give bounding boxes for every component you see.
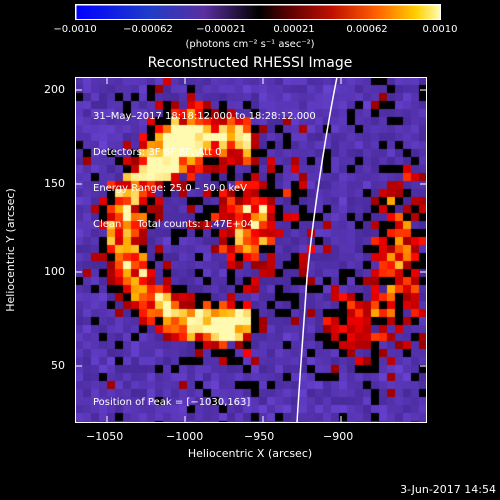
y-tick-label: 150 bbox=[44, 177, 65, 190]
image-plot: 31–May–2017 18:18:12.000 to 18:28:12.000… bbox=[75, 77, 427, 423]
y-tick-label: 50 bbox=[51, 359, 65, 372]
timestamp: 3-Jun-2017 14:54 bbox=[400, 483, 496, 496]
info-time-range: 31–May–2017 18:18:12.000 to 18:28:12.000 bbox=[93, 111, 316, 122]
colorbar-tick: −0.0010 bbox=[53, 24, 97, 35]
info-detectors: Detectors: 3F 6F 8F, Att 0 bbox=[93, 147, 222, 158]
x-axis-label: Heliocentric X (arcsec) bbox=[187, 447, 313, 460]
x-tick-label: −900 bbox=[323, 430, 354, 443]
plot-frame bbox=[75, 77, 427, 423]
y-axis-label: Heliocentric Y (arcsec) bbox=[4, 188, 17, 312]
colorbar-tick: −0.00021 bbox=[196, 24, 246, 35]
x-tick-label: −1000 bbox=[166, 430, 204, 443]
colorbar-gradient bbox=[75, 4, 441, 20]
x-tick-label: −950 bbox=[244, 430, 275, 443]
plot-title: Reconstructed RHESSI Image bbox=[147, 55, 353, 71]
colorbar-tick: −0.00062 bbox=[123, 24, 173, 35]
info-counts: Clean Total counts: 1.47E+04 bbox=[93, 219, 254, 230]
x-tick-label: −1050 bbox=[86, 430, 124, 443]
info-energy-range: Energy Range: 25.0 – 50.0 keV bbox=[93, 183, 247, 194]
y-tick-label: 200 bbox=[44, 83, 65, 96]
colorbar-tick: 0.00062 bbox=[346, 24, 388, 35]
colorbar-units: (photons cm⁻² s⁻¹ asec⁻²) bbox=[185, 39, 315, 50]
colorbar-tick: 0.0010 bbox=[422, 24, 458, 35]
peak-position: Position of Peak = [−1030,163] bbox=[93, 397, 251, 408]
colorbar-tick: 0.00021 bbox=[273, 24, 315, 35]
rhessi-image bbox=[75, 77, 427, 423]
solar-limb-line bbox=[296, 77, 338, 423]
y-tick-label: 100 bbox=[44, 265, 65, 278]
info-text: 31–May–2017 18:18:12.000 to 18:28:12.000… bbox=[93, 87, 316, 255]
